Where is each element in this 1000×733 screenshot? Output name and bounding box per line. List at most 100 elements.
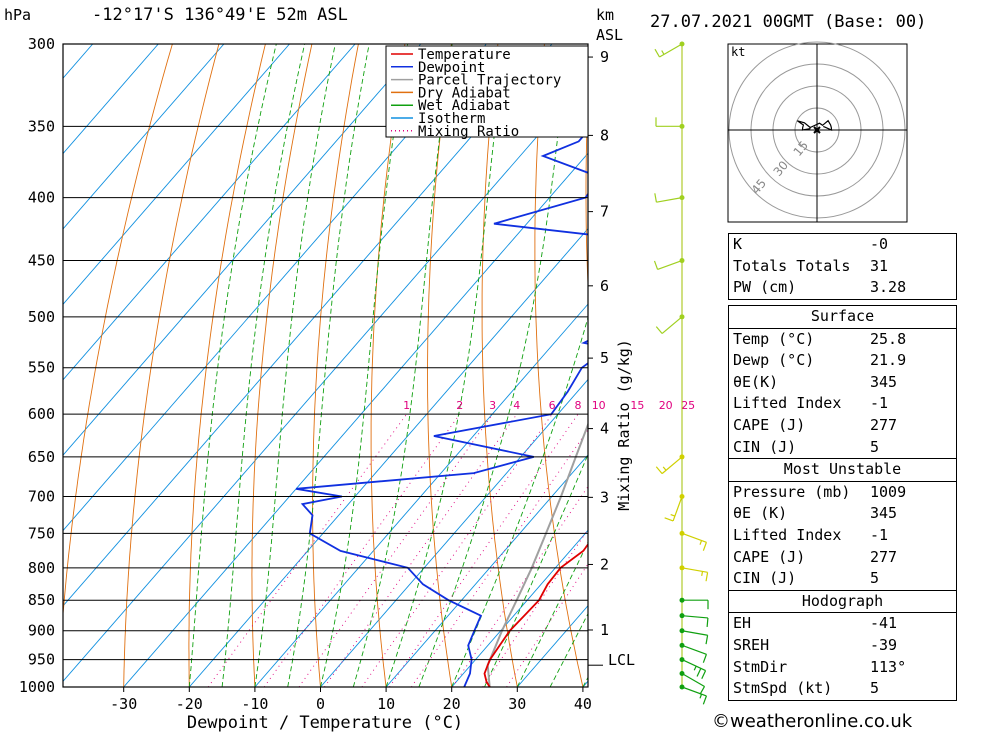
copyright-link[interactable]: ©weatheronline.co.uk	[712, 711, 913, 732]
km-tick-label: 6	[600, 277, 609, 295]
row-value: 277	[870, 547, 898, 566]
asl-unit-label: ASL	[596, 26, 623, 44]
mixing-ratio-label: 25	[681, 399, 695, 412]
wind-barb	[681, 615, 708, 619]
row-value: 113°	[870, 657, 907, 676]
wet-adiabat-line	[516, 541, 588, 687]
dry-adiabat-line	[481, 44, 518, 687]
wind-barb	[681, 659, 706, 672]
pressure-tick-label: 650	[28, 448, 55, 466]
barb-flag	[664, 517, 674, 522]
km-tick-label: 7	[600, 203, 609, 221]
isotherm-line	[63, 44, 422, 456]
pressure-unit-label: hPa	[4, 6, 31, 24]
barb-flag	[653, 260, 659, 270]
datetime-title: 27.07.2021 00GMT (Base: 00)	[650, 12, 926, 32]
pressure-tick-label: 700	[28, 488, 55, 506]
pressure-tick-label: 500	[28, 308, 55, 326]
hodograph-unit-label: kt	[731, 45, 745, 59]
barb-half-flag	[693, 665, 697, 671]
hodo-row: StmDir 113°	[729, 657, 956, 679]
location-title: -12°17'S 136°49'E 52m ASL	[92, 5, 348, 25]
pressure-tick-label: 750	[28, 524, 55, 542]
legend-entry: Wet Adiabat	[418, 98, 511, 114]
pressure-tick-label: 850	[28, 591, 55, 609]
wet-adiabat-line	[549, 612, 588, 687]
wind-barb	[681, 672, 705, 687]
mixing-ratio-label: 15	[630, 399, 644, 412]
x-axis-label: Dewpoint / Temperature (°C)	[187, 713, 463, 733]
hodograph-title: Hodograph	[729, 591, 956, 614]
row-label: Lifted Index	[733, 525, 842, 544]
axes: 1 2 3 4 6 8 10 15 20 2530035040045050055060065070…	[19, 35, 695, 713]
mixing-ratio-label: 2	[456, 399, 463, 412]
km-tick-label: 1	[600, 621, 609, 639]
wind-barb	[681, 630, 708, 636]
surface-section: Surface Temp (°C) 25.8 Dewp (°C) 21.9 θE(K…	[729, 306, 956, 460]
barb-flag	[702, 654, 707, 663]
mixing-ratio-line	[324, 413, 518, 687]
pressure-tick-label: 350	[28, 117, 55, 135]
pressure-tick-label: 550	[28, 359, 55, 377]
pressure-tick-label: 900	[28, 622, 55, 640]
legend-entry: Dry Adiabat	[418, 85, 511, 101]
barb-flag	[654, 193, 657, 203]
row-value: 345	[870, 504, 898, 523]
isotherm-line	[63, 77, 588, 683]
index-label: Totals Totals	[733, 256, 851, 275]
index-value: 31	[870, 256, 889, 275]
mixing-ratio-axis-label: Mixing Ratio (g/kg)	[615, 339, 633, 511]
lcl-label: LCL	[608, 651, 635, 669]
hodo-row: EH -41	[729, 613, 956, 635]
row-value: -39	[870, 635, 898, 654]
row-label: CAPE (J)	[733, 547, 806, 566]
isotherm-line	[451, 529, 588, 687]
row-value: -1	[870, 525, 889, 544]
surface-row: Lifted Index -1	[729, 393, 956, 415]
mu-row: Lifted Index -1	[729, 525, 956, 547]
mixing-ratio-label: 20	[659, 399, 673, 412]
dry-adiabat-line	[312, 44, 359, 687]
index-row-totals: Totals Totals 31	[729, 256, 956, 278]
row-value: -41	[870, 614, 898, 633]
barb-flag	[655, 466, 663, 475]
barb-flag	[655, 326, 663, 334]
x-tick-label: 30	[508, 695, 526, 713]
isotherm-line	[254, 303, 588, 687]
row-value: 21.9	[870, 351, 907, 370]
legend-entry: Dewpoint	[418, 60, 485, 76]
legend-entry: Parcel Trajectory	[418, 73, 561, 89]
mixing-ratio-label: 3	[489, 399, 496, 412]
isotherm-line	[63, 44, 356, 381]
row-label: θE(K)	[733, 372, 779, 391]
dewpoint-line	[295, 129, 588, 687]
isotherm-line	[63, 44, 225, 230]
dry-adiabat-line	[188, 44, 266, 687]
wind-barb	[681, 532, 707, 543]
stability-panel: Surface Temp (°C) 25.8 Dewp (°C) 21.9 θE(K…	[728, 305, 957, 701]
x-tick-label: 10	[377, 695, 395, 713]
isotherm-line	[63, 44, 290, 306]
isotherm-line	[385, 454, 588, 687]
pressure-tick-label: 400	[28, 189, 55, 207]
mu-row: θE (K) 345	[729, 503, 956, 525]
barb-half-flag	[670, 513, 676, 517]
wet-adiabat-line	[254, 44, 336, 687]
barb-half-flag	[662, 466, 667, 471]
wet-adiabat-line	[320, 44, 409, 687]
hodo-row: StmSpd (kt) 5	[729, 678, 956, 700]
isotherm-line	[63, 44, 487, 532]
index-label: K	[733, 235, 743, 253]
profile-lines	[295, 129, 588, 687]
wind-barb	[672, 496, 683, 522]
row-label: CIN (J)	[733, 437, 797, 456]
temperature-line	[483, 542, 588, 687]
hodograph-section: Hodograph EH -41 SREH -39 StmDir 113° StmSp…	[729, 591, 956, 700]
wind-barb	[656, 197, 683, 203]
isotherm-line	[63, 44, 553, 607]
x-tick-label: 20	[443, 695, 461, 713]
row-label: Dewp (°C)	[733, 351, 815, 370]
most-unstable-section: Most Unstable Pressure (mb) 1009 θE (K) 34…	[729, 459, 956, 591]
